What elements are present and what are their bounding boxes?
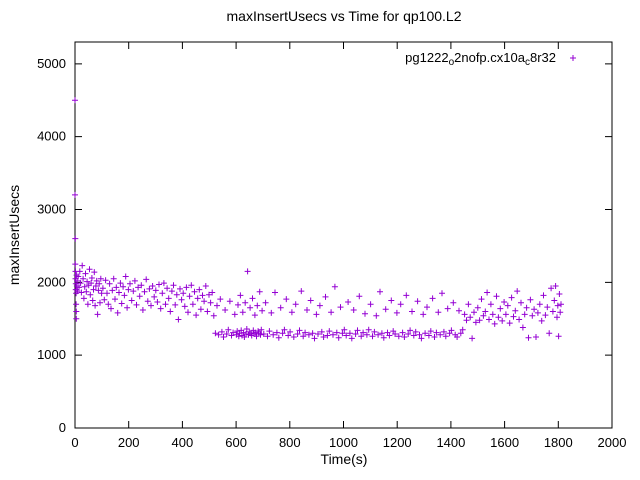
- svg-text:200: 200: [118, 435, 140, 450]
- plot-border: [74, 41, 613, 429]
- legend-label: pg1222o2nofp.cx10ac8r32: [405, 50, 556, 68]
- svg-text:1400: 1400: [436, 435, 465, 450]
- axis-ticks: [74, 42, 613, 429]
- svg-text:0: 0: [71, 435, 78, 450]
- svg-text:600: 600: [225, 435, 247, 450]
- chart-title: maxInsertUsecs vs Time for qp100.L2: [227, 8, 462, 24]
- svg-text:1600: 1600: [490, 435, 519, 450]
- svg-text:800: 800: [279, 435, 301, 450]
- svg-text:1800: 1800: [544, 435, 573, 450]
- svg-text:4000: 4000: [37, 129, 66, 144]
- svg-text:2000: 2000: [37, 274, 66, 289]
- svg-text:0: 0: [59, 420, 66, 435]
- svg-text:1000: 1000: [329, 435, 358, 450]
- legend: pg1222o2nofp.cx10ac8r32: [405, 50, 576, 68]
- svg-text:5000: 5000: [37, 56, 66, 71]
- svg-text:2000: 2000: [598, 435, 627, 450]
- svg-text:400: 400: [172, 435, 194, 450]
- legend-marker-plus-icon: [570, 55, 576, 61]
- svg-text:1000: 1000: [37, 347, 66, 362]
- x-axis-label: Time(s): [321, 451, 368, 467]
- y-axis-label: maxInsertUsecs: [6, 185, 22, 285]
- x-tick-labels: 0 200 400 600 800 1000 1200 1400 1600 1800 2000: [71, 435, 626, 450]
- scatter-points: [72, 97, 564, 342]
- svg-text:1200: 1200: [383, 435, 412, 450]
- svg-text:3000: 3000: [37, 202, 66, 217]
- y-tick-labels: 0 1000 2000 3000 4000 5000: [37, 56, 66, 435]
